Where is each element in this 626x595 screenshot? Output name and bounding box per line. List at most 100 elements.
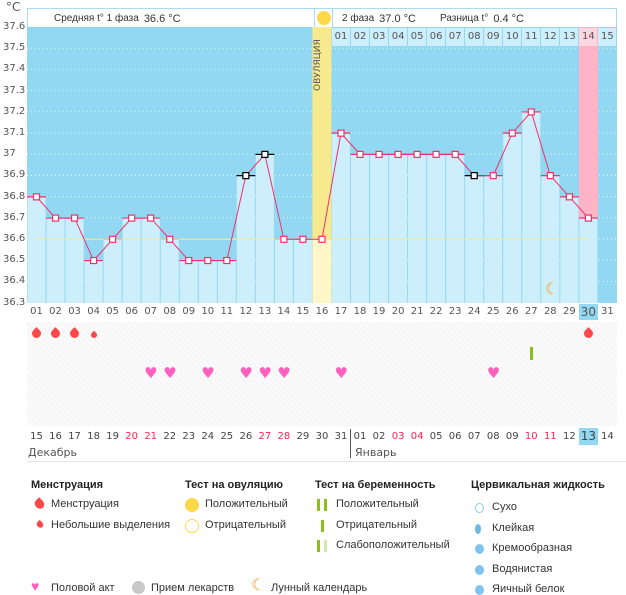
cycle-day-label[interactable]: 28 — [543, 306, 557, 317]
temperature-point[interactable] — [375, 150, 383, 158]
temperature-point[interactable] — [280, 235, 288, 243]
calendar-date[interactable]: 06 — [448, 431, 462, 442]
calendar-date[interactable]: 07 — [467, 431, 481, 442]
calendar-date[interactable]: 28 — [277, 431, 291, 442]
heart-icon: ♥ — [31, 578, 40, 594]
calendar-date[interactable]: 22 — [163, 431, 177, 442]
temperature-bar — [27, 196, 46, 303]
cycle-day-label[interactable]: 19 — [372, 306, 386, 317]
cycle-day-label[interactable]: 13 — [258, 306, 272, 317]
cycle-day-label[interactable]: 02 — [49, 306, 62, 317]
cycle-day-label[interactable]: 01 — [30, 306, 43, 317]
temperature-point[interactable] — [70, 214, 79, 222]
cycle-day-label[interactable]: 26 — [505, 306, 519, 317]
temperature-point[interactable] — [128, 214, 136, 222]
temperature-point[interactable] — [451, 150, 459, 158]
temperature-point[interactable] — [204, 256, 212, 265]
temperature-point[interactable] — [299, 235, 307, 243]
cycle-day-label[interactable]: 15 — [296, 306, 310, 317]
cycle-day-label[interactable]: 08 — [163, 306, 177, 317]
cycle-day-label[interactable]: 30 — [578, 304, 598, 320]
calendar-date[interactable]: 27 — [258, 431, 272, 442]
temperature-point[interactable] — [356, 150, 364, 158]
cycle-day-label[interactable]: 21 — [410, 306, 424, 317]
temperature-point[interactable] — [109, 235, 117, 243]
cycle-day-label[interactable]: 16 — [315, 306, 329, 317]
calendar-date[interactable]: 10 — [524, 431, 538, 442]
calendar-date[interactable]: 11 — [543, 431, 557, 442]
calendar-date[interactable]: 31 — [334, 431, 348, 442]
cycle-day-label[interactable]: 20 — [391, 306, 405, 317]
temperature-point[interactable] — [318, 235, 326, 243]
cycle-day-label[interactable]: 04 — [87, 306, 100, 317]
temperature-point[interactable] — [166, 235, 174, 243]
cycle-day-label[interactable]: 06 — [125, 306, 139, 317]
calendar-date[interactable]: 16 — [49, 431, 62, 442]
calendar-date[interactable]: 29 — [296, 431, 310, 442]
calendar-date[interactable]: 30 — [315, 431, 329, 442]
temperature-point[interactable] — [51, 214, 60, 222]
temperature-point[interactable] — [470, 172, 478, 180]
cycle-day-label[interactable]: 24 — [467, 306, 481, 317]
cycle-day-label[interactable]: 09 — [182, 306, 196, 317]
calendar-date[interactable]: 03 — [391, 431, 405, 442]
cycle-day-label[interactable]: 23 — [448, 306, 462, 317]
cycle-day-label[interactable]: 14 — [277, 306, 291, 317]
calendar-date[interactable]: 12 — [562, 431, 576, 442]
cycle-day-label[interactable]: 22 — [429, 306, 443, 317]
cycle-day-label[interactable]: 29 — [562, 306, 576, 317]
temperature-point[interactable] — [147, 214, 155, 222]
legend-item: Лунный календарь — [271, 582, 368, 594]
cycle-day-label[interactable]: 10 — [201, 306, 215, 317]
calendar-date[interactable]: 02 — [372, 431, 386, 442]
cycle-day-label[interactable]: 17 — [334, 306, 348, 317]
temperature-bar — [179, 260, 198, 303]
cycle-day-label[interactable]: 25 — [486, 306, 500, 317]
temperature-point[interactable] — [527, 108, 535, 116]
calendar-date[interactable]: 13 — [578, 428, 598, 445]
calendar-date[interactable]: 17 — [68, 431, 81, 442]
cycle-day-label[interactable]: 05 — [106, 306, 119, 317]
cycle-day-label[interactable]: 18 — [353, 306, 367, 317]
cycle-day-label[interactable]: 11 — [220, 306, 234, 317]
temperature-bar — [370, 154, 389, 303]
cervical-dry-icon — [475, 503, 484, 513]
temperature-point[interactable] — [223, 256, 231, 265]
cycle-day-label[interactable]: 31 — [601, 306, 614, 317]
temperature-point[interactable] — [337, 129, 345, 137]
calendar-date[interactable]: 04 — [410, 431, 424, 442]
temperature-point[interactable] — [565, 193, 573, 201]
calendar-date[interactable]: 14 — [601, 431, 614, 442]
calendar-date[interactable]: 18 — [87, 431, 100, 442]
temperature-point[interactable] — [432, 150, 440, 158]
calendar-date[interactable]: 08 — [486, 431, 500, 442]
cycle-day-label[interactable]: 12 — [239, 306, 253, 317]
temperature-point[interactable] — [584, 214, 592, 222]
cycle-day-label[interactable]: 27 — [524, 306, 538, 317]
calendar-date[interactable]: 24 — [201, 431, 215, 442]
calendar-date[interactable]: 20 — [125, 431, 139, 442]
cycle-day-label[interactable]: 03 — [68, 306, 81, 317]
calendar-date[interactable]: 21 — [144, 431, 158, 442]
calendar-date[interactable]: 15 — [30, 431, 43, 442]
calendar-date[interactable]: 26 — [239, 431, 253, 442]
temperature-bar — [427, 154, 446, 303]
calendar-date[interactable]: 01 — [353, 431, 367, 442]
calendar-date[interactable]: 05 — [429, 431, 443, 442]
calendar-date[interactable]: 23 — [182, 431, 196, 442]
calendar-date[interactable]: 09 — [505, 431, 519, 442]
temperature-point[interactable] — [508, 129, 516, 137]
temperature-point[interactable] — [413, 150, 421, 158]
temperature-point[interactable] — [32, 193, 41, 201]
temperature-point[interactable] — [546, 172, 554, 180]
temperature-point[interactable] — [90, 256, 98, 265]
cycle-day-label-top: 14 — [579, 28, 598, 46]
calendar-date[interactable]: 25 — [220, 431, 234, 442]
temperature-point[interactable] — [185, 256, 193, 265]
temperature-point[interactable] — [261, 150, 269, 158]
temperature-point[interactable] — [489, 172, 497, 180]
temperature-point[interactable] — [394, 150, 402, 158]
temperature-point[interactable] — [242, 172, 250, 180]
cycle-day-label[interactable]: 07 — [144, 306, 158, 317]
calendar-date[interactable]: 19 — [106, 431, 119, 442]
